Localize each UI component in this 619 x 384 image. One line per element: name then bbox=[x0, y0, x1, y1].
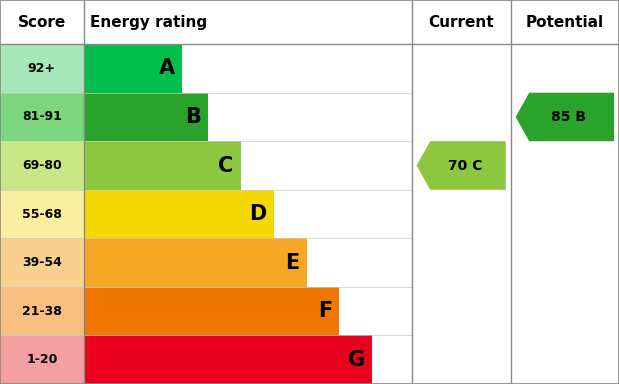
Bar bbox=[0, 190, 84, 238]
Text: Current: Current bbox=[428, 15, 494, 30]
Text: 21-38: 21-38 bbox=[22, 305, 62, 318]
Text: 55-68: 55-68 bbox=[22, 208, 62, 220]
Text: A: A bbox=[158, 58, 175, 78]
Bar bbox=[0, 287, 84, 336]
Bar bbox=[84, 190, 274, 238]
Polygon shape bbox=[516, 93, 614, 141]
Bar bbox=[84, 44, 182, 93]
Text: Energy rating: Energy rating bbox=[90, 15, 207, 30]
Bar bbox=[84, 238, 306, 287]
Text: 70 C: 70 C bbox=[448, 159, 482, 172]
Bar bbox=[84, 336, 372, 384]
Bar bbox=[0, 336, 84, 384]
Text: 69-80: 69-80 bbox=[22, 159, 62, 172]
Text: 39-54: 39-54 bbox=[22, 256, 62, 269]
Text: 81-91: 81-91 bbox=[22, 111, 62, 124]
Bar bbox=[84, 287, 339, 336]
Text: 85 B: 85 B bbox=[552, 110, 586, 124]
Text: D: D bbox=[249, 204, 266, 224]
Text: E: E bbox=[285, 253, 299, 273]
Bar bbox=[0, 44, 84, 93]
Text: B: B bbox=[185, 107, 201, 127]
Text: G: G bbox=[348, 350, 365, 370]
Bar bbox=[0, 93, 84, 141]
Text: 92+: 92+ bbox=[28, 62, 56, 75]
Bar bbox=[0, 238, 84, 287]
Text: C: C bbox=[219, 156, 233, 175]
Bar bbox=[84, 93, 208, 141]
Bar bbox=[84, 141, 241, 190]
Text: Score: Score bbox=[18, 15, 66, 30]
Bar bbox=[0, 141, 84, 190]
Text: Potential: Potential bbox=[526, 15, 604, 30]
Text: F: F bbox=[318, 301, 332, 321]
Polygon shape bbox=[417, 141, 506, 190]
Text: 1-20: 1-20 bbox=[26, 353, 58, 366]
